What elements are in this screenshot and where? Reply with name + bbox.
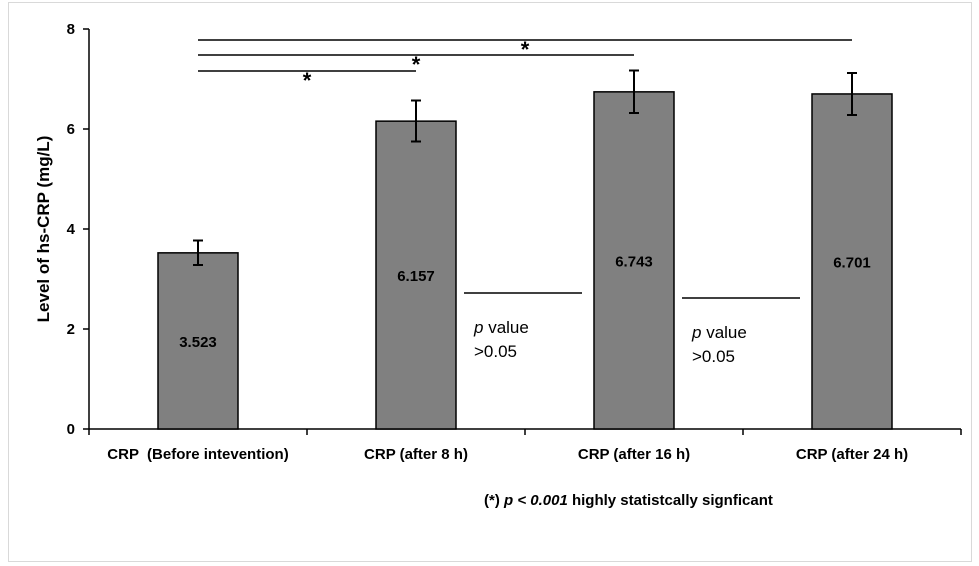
significance-star: * (412, 52, 421, 77)
data-label: 6.743 (615, 253, 653, 270)
error-bars (193, 69, 857, 266)
data-label: 6.157 (397, 268, 435, 285)
significance-star: * (303, 68, 312, 93)
p-value-note-line1: p value (691, 323, 747, 342)
bar (157, 252, 239, 430)
x-tick-label: CRP (after 24 h) (796, 446, 908, 463)
y-axis-label: Level of hs-CRP (mg/L) (34, 136, 53, 323)
x-tick-label: CRP (after 8 h) (364, 446, 468, 463)
significance-markers: * * * (198, 37, 852, 93)
bar (593, 91, 675, 430)
data-label: 3.523 (179, 334, 217, 351)
bar (811, 93, 893, 430)
p-value-note-line2: >0.05 (692, 347, 735, 366)
bars: 3.523 6.157 6.743 6.701 (157, 91, 893, 430)
p-value-notes: p value >0.05 p value >0.05 (464, 292, 800, 366)
y-tick-label: 8 (67, 21, 75, 38)
chart-frame: 0 2 4 6 8 CRP (Before intevention) CRP (after … (8, 2, 972, 562)
y-tick-label: 6 (67, 121, 75, 138)
y-tick-label: 4 (67, 221, 76, 238)
significance-star: * (521, 37, 530, 62)
p-value-note-line2: >0.05 (474, 342, 517, 361)
y-tick-label: 2 (67, 321, 75, 338)
x-tick-label: CRP (Before intevention) (107, 446, 288, 463)
p-value-note-line1: p value (473, 318, 529, 337)
x-tick-label: CRP (after 16 h) (578, 446, 690, 463)
data-label: 6.701 (833, 254, 871, 271)
significance-footnote: (*) p < 0.001 highly statistcally signfi… (484, 492, 773, 509)
bar (375, 120, 457, 430)
bar-chart: 0 2 4 6 8 CRP (Before intevention) CRP (after … (34, 21, 962, 509)
y-tick-label: 0 (67, 421, 75, 438)
